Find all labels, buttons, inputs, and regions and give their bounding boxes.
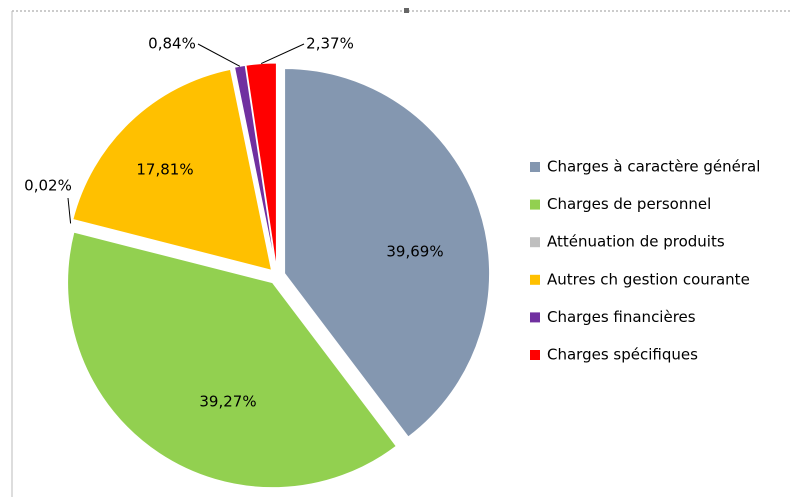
data-label: 17,81% xyxy=(136,161,193,179)
legend-swatch xyxy=(530,274,540,285)
legend-swatch xyxy=(530,162,540,172)
pie-slice xyxy=(67,231,397,489)
legend-swatch xyxy=(530,350,540,360)
data-label: 0,02% xyxy=(24,177,72,195)
legend-label: Charges spécifiques xyxy=(547,346,698,364)
handle xyxy=(404,8,409,13)
legend-label: Atténuation de produits xyxy=(547,233,725,251)
pie-slice xyxy=(72,68,273,271)
legend-swatch xyxy=(530,312,540,323)
leader-line xyxy=(197,43,241,67)
data-label: 0,84% xyxy=(148,35,196,53)
legend-swatch xyxy=(530,199,540,210)
data-label: 2,37% xyxy=(306,35,354,53)
legend-swatch xyxy=(530,237,540,248)
leader-line xyxy=(67,197,72,224)
data-label: 39,27% xyxy=(199,393,256,411)
legend-label: Charges de personnel xyxy=(547,195,711,213)
pie-slice xyxy=(233,64,277,269)
data-label: 39,69% xyxy=(386,243,443,261)
leader-line xyxy=(260,43,305,65)
legend-label: Charges financières xyxy=(547,308,696,326)
legend-label: Autres ch gestion courante xyxy=(547,270,750,288)
pie-slice xyxy=(284,67,491,438)
legend-label: Charges à caractère général xyxy=(547,158,760,176)
